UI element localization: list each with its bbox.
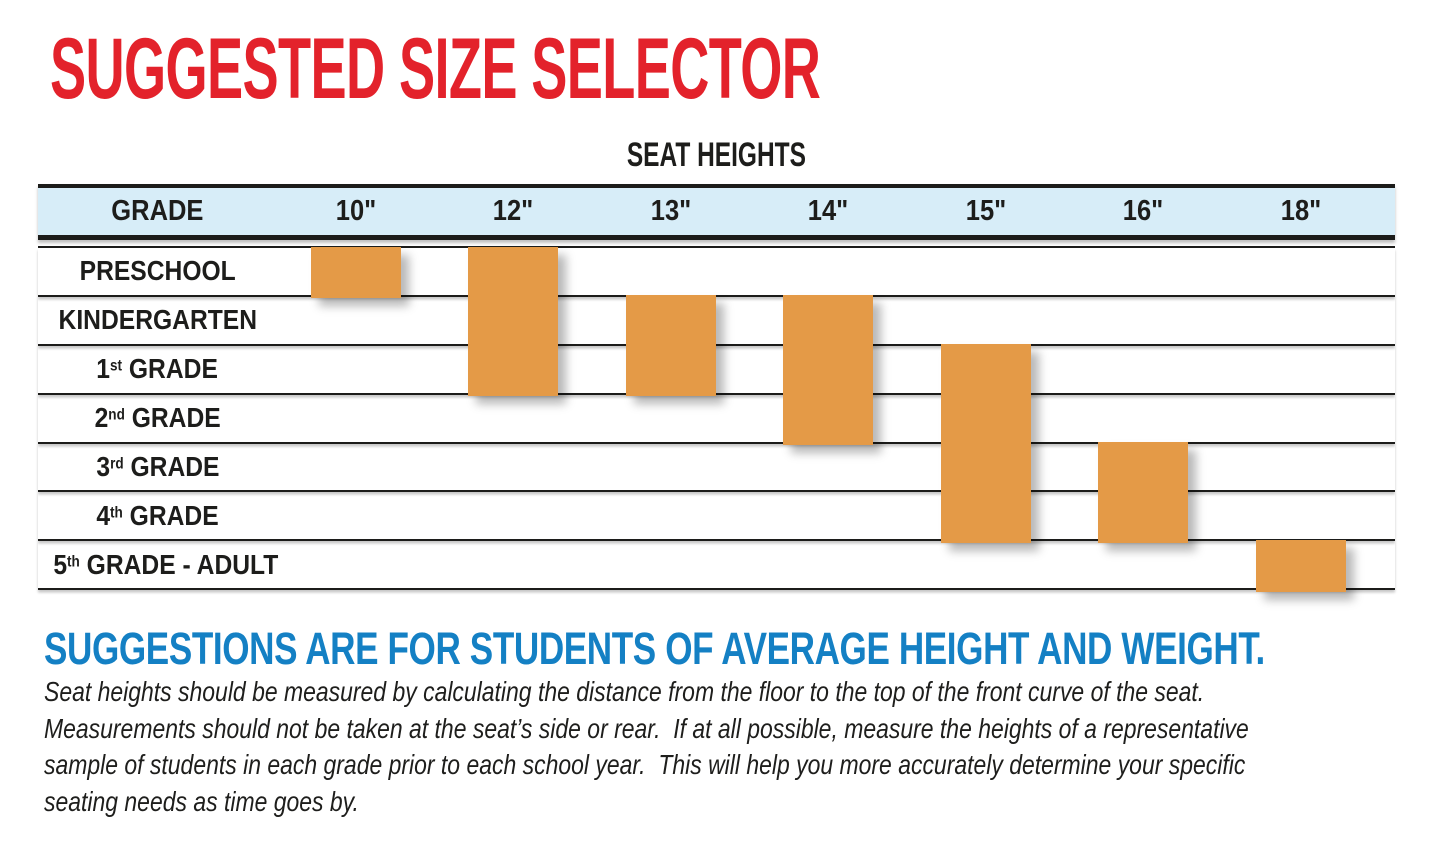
range-bar-15in bbox=[940, 344, 1031, 543]
table-body: PRESCHOOL KINDERGARTEN 1st GRADE 2nd GRADE 3… bbox=[38, 246, 1395, 592]
seat-height-header-18in: 18" bbox=[1280, 195, 1321, 227]
range-bar-16in bbox=[1098, 442, 1189, 543]
seat-heights-title: SEAT HEIGHTS bbox=[38, 138, 1395, 172]
grade-column-header: GRADE bbox=[111, 195, 204, 227]
seat-height-header-15in: 15" bbox=[965, 195, 1006, 227]
description-line-4: seating needs as time goes by. bbox=[44, 785, 359, 817]
grade-row-2-grade: 2nd GRADE bbox=[38, 395, 1395, 444]
page-title: SUGGESTED SIZE SELECTOR bbox=[50, 21, 821, 117]
seat-height-header-13in: 13" bbox=[650, 195, 691, 227]
grade-row-4-grade: 4th GRADE bbox=[38, 492, 1395, 542]
range-bar-18in bbox=[1255, 539, 1346, 592]
range-bar-12in bbox=[468, 246, 559, 397]
seat-height-header-16in: 16" bbox=[1122, 195, 1164, 227]
grade-row-kindergarten: KINDERGARTEN bbox=[38, 297, 1395, 346]
grade-label: KINDERGARTEN bbox=[58, 304, 257, 336]
grade-row-preschool: PRESCHOOL bbox=[38, 248, 1395, 297]
subtitle: SUGGESTIONS ARE FOR STUDENTS OF AVERAGE … bbox=[44, 623, 1265, 674]
seat-height-header-10in: 10" bbox=[335, 195, 376, 227]
description-line-1: Seat heights should be measured by calcu… bbox=[44, 676, 1205, 707]
seat-height-header-14in: 14" bbox=[807, 195, 849, 227]
range-bar-10in bbox=[310, 246, 401, 299]
range-bar-13in bbox=[625, 295, 716, 397]
grade-label: PRESCHOOL bbox=[79, 255, 236, 287]
grade-row-3-grade: 3rd GRADE bbox=[38, 444, 1395, 493]
seat-heights-title-text: SEAT HEIGHTS bbox=[626, 136, 807, 174]
grade-row-1-grade: 1st GRADE bbox=[38, 346, 1395, 395]
size-selector-table: GRADE 10" 12" 13" 14" 15" 16" 18" PRESCHOOL KIN… bbox=[38, 184, 1395, 592]
description-line-3: sample of students in each grade prior t… bbox=[44, 749, 1246, 780]
grade-label: 3rd GRADE bbox=[95, 451, 220, 482]
description-paragraph: Seat heights should be measured by calcu… bbox=[44, 674, 1249, 820]
range-bar-14in bbox=[783, 295, 874, 446]
grade-label: 2nd GRADE bbox=[94, 402, 221, 434]
grade-label: 4th GRADE bbox=[96, 499, 219, 531]
grade-label: 5th GRADE - ADULT bbox=[53, 548, 279, 580]
grade-row-5-grade-adult: 5th GRADE - ADULT bbox=[38, 541, 1395, 591]
description-line-2: Measurements should not be taken at the … bbox=[44, 712, 1249, 744]
grade-label: 1st GRADE bbox=[96, 353, 219, 385]
seat-height-header-12in: 12" bbox=[492, 195, 534, 227]
table-header-row: GRADE 10" 12" 13" 14" 15" 16" 18" bbox=[38, 184, 1395, 240]
